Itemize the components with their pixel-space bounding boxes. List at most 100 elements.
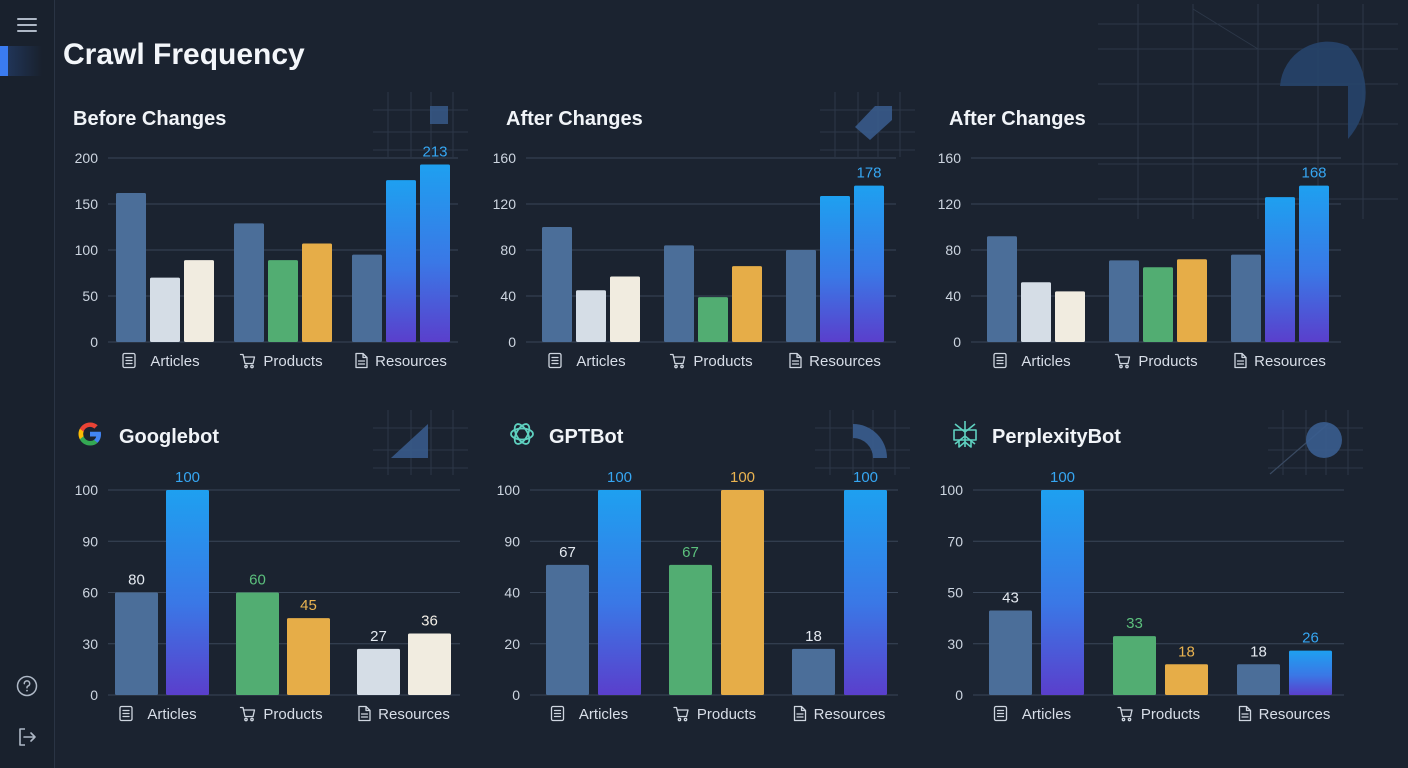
sidebar — [0, 0, 55, 768]
category-label-products: Products — [239, 353, 323, 370]
chart-title: After Changes — [506, 108, 643, 130]
bar-articles — [546, 564, 589, 695]
active-nav-indicator[interactable] — [0, 46, 42, 76]
y-tick-label: 0 — [508, 334, 516, 350]
y-tick-label: 60 — [82, 585, 98, 601]
y-tick-label: 0 — [90, 687, 98, 703]
document-icon — [789, 352, 802, 369]
cart-icon — [1117, 706, 1133, 722]
cart-icon — [239, 706, 256, 722]
y-tick-label: 160 — [938, 150, 962, 166]
category-label-articles: Articles — [548, 352, 626, 370]
data-label: 67 — [682, 544, 699, 561]
x-tick-label: Products — [263, 706, 322, 723]
data-label: 18 — [1178, 643, 1195, 660]
chart-plot: 0 40 80 120 160 178 Articles Products Resources — [493, 150, 896, 370]
openai-icon — [510, 423, 534, 445]
category-label-resources: Resources — [358, 705, 450, 723]
data-label: 45 — [300, 597, 317, 614]
data-label: 60 — [249, 572, 266, 589]
x-tick-label: Products — [1141, 706, 1200, 723]
logout-icon[interactable] — [16, 726, 38, 748]
hamburger-icon[interactable] — [14, 14, 40, 34]
data-label: 27 — [370, 628, 387, 645]
category-label-articles: Articles — [993, 352, 1071, 370]
data-label: 100 — [175, 469, 200, 486]
chart-title: PerplexityBot — [992, 426, 1121, 448]
category-label-resources: Resources — [1238, 705, 1331, 723]
x-tick-label: Products — [693, 353, 752, 370]
y-tick-label: 30 — [82, 636, 98, 652]
article-icon — [122, 352, 136, 369]
x-tick-label: Resources — [1259, 706, 1331, 723]
data-label: 100 — [1050, 469, 1075, 486]
bar-resources — [786, 250, 816, 342]
document-icon — [1238, 705, 1252, 722]
panel-corner-decoration — [1268, 410, 1363, 475]
bar-resources — [854, 185, 884, 342]
chart-after-changes-2: After Changes 0 40 80 120 160 168 Articles Prod… — [933, 108, 1363, 428]
x-tick-label: Articles — [1022, 706, 1071, 723]
bar-products — [302, 243, 332, 342]
bar-articles — [184, 260, 214, 342]
y-tick-label: 100 — [75, 482, 99, 498]
bar-products — [1109, 260, 1139, 342]
y-tick-label: 120 — [938, 196, 962, 212]
google-icon — [78, 422, 101, 446]
bar-articles — [610, 276, 640, 342]
chart-googlebot: Googlebot 0 30 60 90 100 80 100 60 45 27 36 Article… — [58, 410, 488, 746]
x-tick-label: Products — [697, 706, 756, 723]
bar-resources — [1237, 664, 1280, 695]
bar-resources — [408, 633, 451, 695]
x-tick-label: Products — [263, 353, 322, 370]
bar-articles — [1055, 291, 1085, 342]
y-tick-label: 80 — [945, 242, 961, 258]
bar-resources — [357, 648, 400, 695]
bar-products — [1165, 664, 1208, 695]
y-tick-label: 0 — [512, 687, 520, 703]
category-label-products: Products — [1114, 353, 1198, 370]
x-tick-label: Resources — [378, 706, 450, 723]
chart-plot: 0 20 40 90 100 67 100 67 100 18 100 Articles Product… — [497, 469, 898, 723]
x-tick-label: Articles — [150, 353, 199, 370]
bar-products — [732, 266, 762, 342]
chart-title: Before Changes — [73, 108, 227, 130]
cart-icon — [239, 353, 256, 369]
bar-resources — [792, 648, 835, 695]
x-tick-label: Articles — [1021, 353, 1070, 370]
y-tick-label: 200 — [75, 150, 99, 166]
y-tick-label: 40 — [504, 585, 520, 601]
article-icon — [548, 352, 562, 369]
y-tick-label: 160 — [493, 150, 517, 166]
bar-articles — [989, 610, 1032, 695]
x-tick-label: Resources — [814, 706, 886, 723]
chart-plot: 0 50 100 150 200 213 Articles Products Resources — [75, 143, 458, 370]
data-label: 213 — [422, 143, 447, 160]
chart-after-changes-1: After Changes 0 40 80 120 160 178 Articles Prod… — [490, 92, 920, 428]
bar-articles — [542, 227, 572, 342]
category-label-articles: Articles — [119, 705, 197, 723]
y-tick-label: 20 — [504, 636, 520, 652]
chart-title: Googlebot — [119, 426, 219, 448]
document-icon — [358, 705, 371, 722]
x-tick-label: Articles — [579, 706, 628, 723]
document-icon — [1234, 352, 1247, 369]
background-grid-decoration — [1098, 4, 1398, 219]
bar-articles — [115, 592, 158, 695]
bar-resources — [1265, 197, 1295, 342]
bar-resources — [352, 254, 382, 342]
x-tick-label: Articles — [576, 353, 625, 370]
cart-icon — [1114, 353, 1131, 369]
y-tick-label: 90 — [504, 533, 520, 549]
y-tick-label: 0 — [955, 687, 963, 703]
document-icon — [793, 705, 807, 722]
perplexity-icon — [953, 421, 977, 448]
data-label: 178 — [856, 165, 881, 182]
bar-products — [721, 490, 764, 695]
y-tick-label: 150 — [75, 196, 99, 212]
category-label-resources: Resources — [789, 352, 881, 370]
chart-plot: 0 30 50 70 100 43 100 33 18 18 26 Articles Products R… — [940, 469, 1344, 723]
help-circle-icon[interactable] — [16, 675, 38, 697]
category-label-articles: Articles — [122, 352, 200, 370]
y-tick-label: 100 — [940, 482, 964, 498]
